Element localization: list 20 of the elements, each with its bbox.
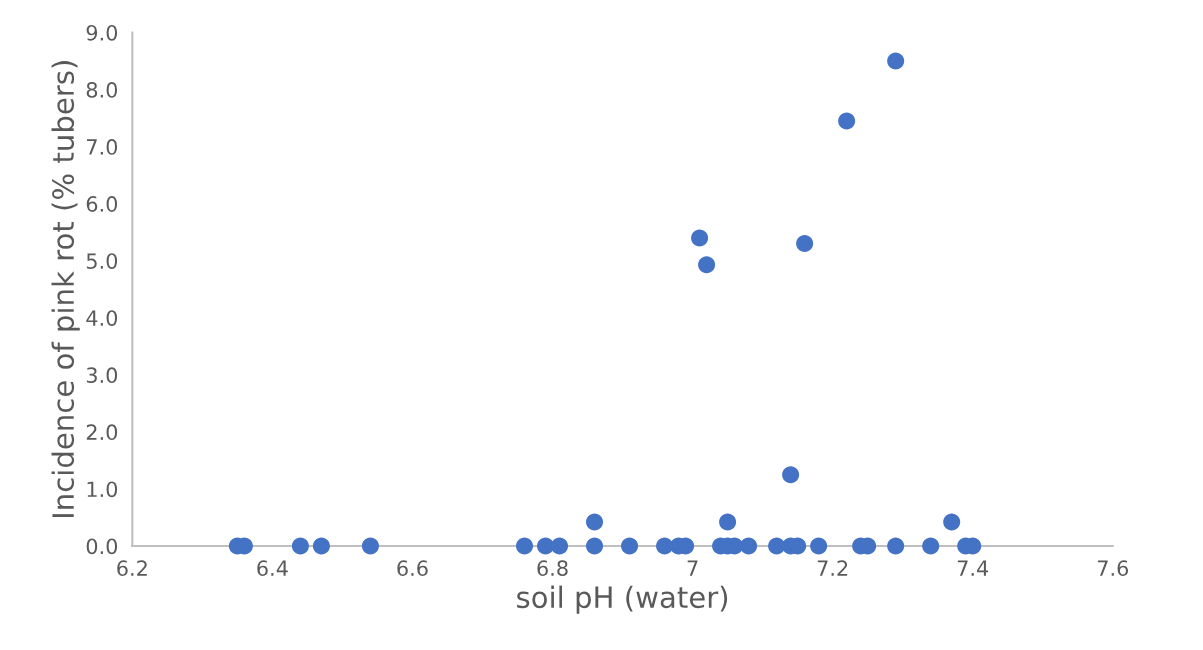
y-tick-label: 7.0 [87,139,118,155]
x-tick-label: 7 [687,560,698,576]
y-tick-label: 3.0 [86,367,118,384]
y-tick-label: 9.0 [86,24,118,41]
y-tick-label: 1.0 [87,481,118,498]
x-tick-label: 7.6 [1097,560,1129,577]
x-tick-label: 6.4 [257,560,288,577]
y-tick-label: 8.0 [86,82,118,98]
x-tick-label: 6.8 [537,560,568,577]
x-axis-title: soil pH (water) [517,585,728,614]
x-tick-label: 6.6 [397,560,428,577]
x-tick-label: 7.2 [817,560,848,576]
x-tick-label: 7.4 [957,560,989,576]
x-tick-label: 6.2 [117,560,147,577]
y-tick-label: 2.0 [86,424,118,441]
y-tick-label: 6.0 [86,196,118,212]
y-tick-label: 5.0 [86,253,118,269]
y-tick-label: 4.0 [86,310,118,326]
y-axis-title: Incidence of pink rot (% tubers) [51,61,80,518]
y-tick-label: 0.0 [86,538,118,555]
